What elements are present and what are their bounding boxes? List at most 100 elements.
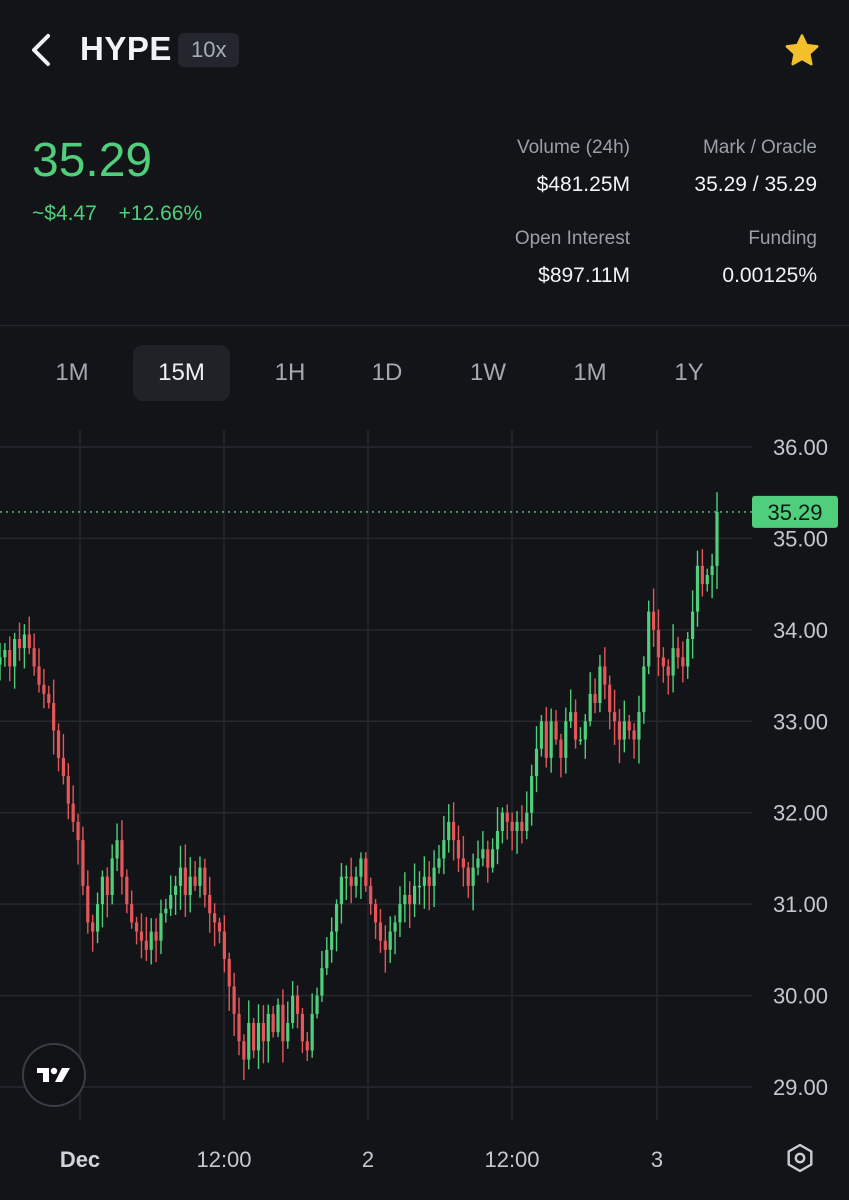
tab-1d[interactable]: 1D (371, 359, 403, 386)
candle-body (661, 657, 665, 667)
candle-body (56, 730, 61, 758)
candle-body (271, 1013, 275, 1033)
candle-body (291, 995, 295, 1023)
open-interest-value: $897.11M (538, 264, 630, 287)
y-tick-label: 34.00 (773, 618, 828, 643)
candle-body (632, 730, 636, 740)
candle-body (188, 876, 192, 895)
chart-settings-button[interactable] (784, 1142, 816, 1174)
candle-body (310, 1013, 314, 1051)
candle-body (71, 803, 75, 822)
hexagon-settings-icon (787, 1143, 813, 1173)
top-bar: HYPE 10x (0, 0, 849, 100)
tradingview-logo[interactable] (22, 1043, 86, 1107)
candle-body (169, 895, 173, 909)
candle-body (491, 849, 495, 868)
tab-1mo[interactable]: 1M (573, 359, 607, 386)
y-tick-label: 35.00 (773, 526, 828, 551)
candle-body (173, 885, 178, 895)
candle-body (442, 840, 446, 859)
tab-1w[interactable]: 1W (470, 359, 506, 386)
candle-body (354, 876, 358, 886)
candle-body (252, 1023, 256, 1051)
candle-body (266, 1013, 270, 1042)
funding-value: 0.00125% (722, 264, 817, 287)
candle-body (344, 876, 348, 879)
candle-body (408, 895, 412, 905)
last-price-tag-label: 35.29 (767, 500, 822, 525)
candle-body (695, 565, 700, 612)
candle-body (208, 895, 212, 914)
candle-body (403, 895, 407, 905)
favorite-button[interactable] (783, 32, 821, 70)
candle-body (383, 940, 387, 950)
candle-body (222, 931, 226, 959)
candle-body (549, 721, 553, 758)
candle-body (710, 565, 714, 575)
candle-body (217, 922, 222, 932)
candle-body (120, 840, 124, 877)
candle-body (593, 693, 597, 703)
tab-1y[interactable]: 1Y (674, 359, 704, 386)
candle-body (286, 1023, 290, 1042)
candle-body (144, 940, 148, 950)
candle-body (530, 776, 534, 813)
candle-body (671, 648, 675, 676)
candle-body (237, 1013, 241, 1042)
x-tick-label: 2 (362, 1147, 374, 1172)
candle-body (378, 922, 383, 941)
candle-body (66, 776, 70, 804)
x-tick-label: 3 (651, 1147, 663, 1172)
candle-body (691, 611, 695, 639)
price-change-percent: +12.66% (118, 202, 203, 225)
leverage-badge[interactable]: 10x (178, 33, 240, 67)
candle-body (52, 703, 56, 731)
candle-body (300, 1013, 305, 1042)
mark-oracle-label: Mark / Oracle (702, 137, 817, 158)
last-price: 35.29 (32, 134, 153, 187)
candle-body (213, 913, 217, 923)
candle-body (32, 648, 36, 667)
candle-body (315, 995, 319, 1014)
candle-body (359, 858, 363, 877)
candle-body (91, 922, 95, 932)
candle-body (17, 639, 22, 649)
price-chart[interactable]: 36.00 35.00 34.00 33.00 32.00 31.00 30.00 29.00… (0, 430, 849, 1190)
candle-body (564, 721, 568, 758)
candle-body (22, 634, 26, 649)
candle-body (617, 721, 622, 740)
candle-body (149, 931, 153, 950)
candle-body (373, 904, 378, 923)
candle-body (603, 666, 607, 685)
candle-body (86, 885, 90, 923)
candle-body (651, 611, 656, 630)
tab-15m[interactable]: 15M (133, 345, 230, 401)
candle-body (369, 885, 373, 905)
price-change: ~$4.47 +12.66% (32, 202, 218, 226)
candle-body (27, 634, 31, 649)
tab-1h[interactable]: 1H (274, 359, 306, 386)
y-tick-label: 36.00 (773, 435, 828, 460)
candle-body (666, 666, 670, 676)
candle-body (110, 858, 114, 895)
last-price-tag (752, 495, 838, 528)
candle-body (139, 931, 144, 941)
candle-body (305, 1041, 309, 1051)
tab-1m[interactable]: 1M (55, 359, 89, 386)
candle-body (398, 904, 402, 923)
candle-body (61, 757, 66, 777)
symbol-title: HYPE (80, 30, 172, 67)
candle-body (8, 649, 12, 667)
candle-body (627, 721, 631, 731)
candle-body (256, 1023, 261, 1051)
candle-body (261, 1023, 265, 1042)
candle-body (642, 666, 646, 713)
candle-body (325, 949, 329, 969)
candle-body (583, 721, 587, 740)
candle-body (700, 565, 704, 585)
candle-body (81, 840, 85, 886)
candle-body (608, 684, 612, 713)
candle-body (481, 849, 485, 859)
candle-body (520, 821, 524, 831)
back-button[interactable] (26, 28, 62, 72)
